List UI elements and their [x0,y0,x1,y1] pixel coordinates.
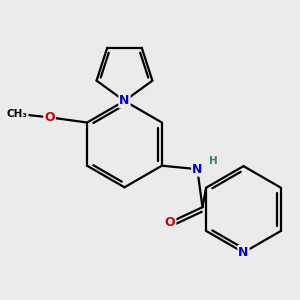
Text: H: H [209,155,218,166]
Text: N: N [192,163,202,176]
Text: N: N [238,246,249,259]
Text: N: N [119,94,130,107]
Text: O: O [44,111,55,124]
Text: CH₃: CH₃ [7,109,28,119]
Text: O: O [165,216,176,229]
